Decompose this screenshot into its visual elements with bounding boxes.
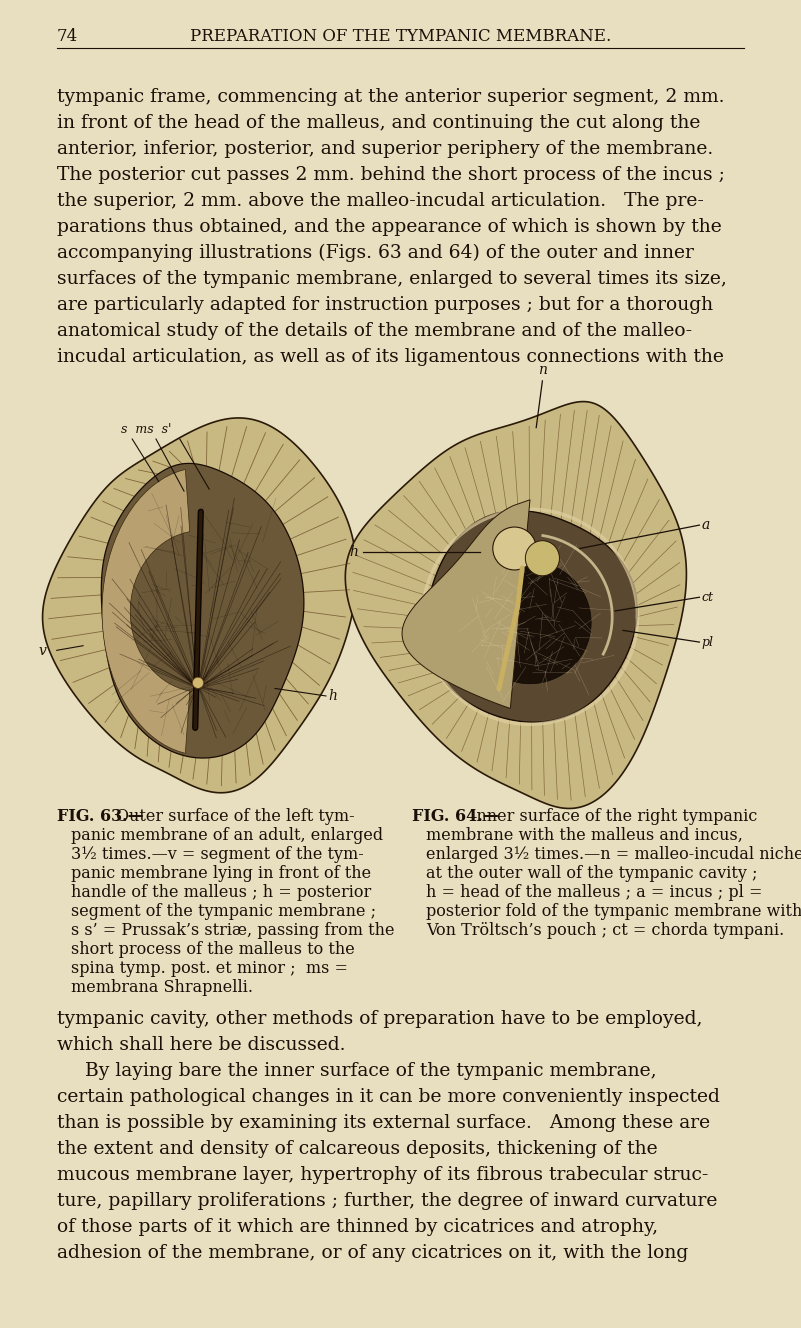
Text: accompanying illustrations (Figs. 63 and 64) of the outer and inner: accompanying illustrations (Figs. 63 and… [57,244,694,262]
Text: spina tymp. post. et minor ;  ms =: spina tymp. post. et minor ; ms = [71,960,348,977]
Text: tympanic cavity, other methods of preparation have to be employed,: tympanic cavity, other methods of prepar… [57,1011,702,1028]
Polygon shape [469,562,591,684]
Text: membrane with the malleus and incus,: membrane with the malleus and incus, [426,827,743,845]
Ellipse shape [525,540,559,576]
Text: PREPARATION OF THE TYMPANIC MEMBRANE.: PREPARATION OF THE TYMPANIC MEMBRANE. [190,28,611,45]
Polygon shape [42,418,356,793]
Text: incudal articulation, as well as of its ligamentous connections with the: incudal articulation, as well as of its … [57,348,724,367]
Text: at the outer wall of the tympanic cavity ;: at the outer wall of the tympanic cavity… [426,865,758,882]
Text: n: n [538,363,547,377]
Text: surfaces of the tympanic membrane, enlarged to several times its size,: surfaces of the tympanic membrane, enlar… [57,270,727,288]
Text: Inner surface of the right tympanic: Inner surface of the right tympanic [470,807,758,825]
Text: s s’ = Prussak’s striæ, passing from the: s s’ = Prussak’s striæ, passing from the [71,922,395,939]
Text: FIG. 64.—: FIG. 64.— [412,807,499,825]
Polygon shape [402,499,530,708]
Text: v: v [39,644,46,657]
Text: a: a [702,518,710,533]
Text: posterior fold of the tympanic membrane with: posterior fold of the tympanic membrane … [426,903,801,920]
Text: adhesion of the membrane, or of any cicatrices on it, with the long: adhesion of the membrane, or of any cica… [57,1244,688,1262]
Text: FIG. 63.—: FIG. 63.— [57,807,143,825]
Text: parations thus obtained, and the appearance of which is shown by the: parations thus obtained, and the appeara… [57,218,722,236]
Text: panic membrane of an adult, enlarged: panic membrane of an adult, enlarged [71,827,383,845]
Text: enlarged 3½ times.—n = malleo-incudal niche: enlarged 3½ times.—n = malleo-incudal ni… [426,846,801,863]
Text: panic membrane lying in front of the: panic membrane lying in front of the [71,865,371,882]
Text: ture, papillary proliferations ; further, the degree of inward curvature: ture, papillary proliferations ; further… [57,1193,718,1210]
Text: ct: ct [702,591,714,604]
Text: segment of the tympanic membrane ;: segment of the tympanic membrane ; [71,903,376,920]
Text: Outer surface of the left tym-: Outer surface of the left tym- [115,807,354,825]
Circle shape [192,677,203,688]
Text: are particularly adapted for instruction purposes ; but for a thorough: are particularly adapted for instruction… [57,296,713,313]
Text: of those parts of it which are thinned by cicatrices and atrophy,: of those parts of it which are thinned b… [57,1218,658,1236]
Text: h: h [350,546,359,559]
Text: in front of the head of the malleus, and continuing the cut along the: in front of the head of the malleus, and… [57,114,700,131]
Text: anterior, inferior, posterior, and superior periphery of the membrane.: anterior, inferior, posterior, and super… [57,139,713,158]
Text: h = head of the malleus ; a = incus ; pl =: h = head of the malleus ; a = incus ; pl… [426,884,763,900]
Text: than is possible by examining its external surface.   Among these are: than is possible by examining its extern… [57,1114,710,1131]
Text: certain pathological changes in it can be more conveniently inspected: certain pathological changes in it can b… [57,1088,720,1106]
Text: tympanic frame, commencing at the anterior superior segment, 2 mm.: tympanic frame, commencing at the anteri… [57,88,724,106]
Text: pl: pl [702,636,714,648]
Text: 3½ times.—v = segment of the tym-: 3½ times.—v = segment of the tym- [71,846,364,863]
Text: which shall here be discussed.: which shall here be discussed. [57,1036,345,1054]
Text: short process of the malleus to the: short process of the malleus to the [71,942,355,957]
Text: the extent and density of calcareous deposits, thickening of the: the extent and density of calcareous dep… [57,1139,658,1158]
Text: s  ms  s': s ms s' [121,424,171,436]
Text: The posterior cut passes 2 mm. behind the short process of the incus ;: The posterior cut passes 2 mm. behind th… [57,166,725,185]
Ellipse shape [493,527,536,570]
Text: anatomical study of the details of the membrane and of the malleo-: anatomical study of the details of the m… [57,321,692,340]
Text: Von Tröltsch’s pouch ; ct = chorda tympani.: Von Tröltsch’s pouch ; ct = chorda tympa… [426,922,784,939]
Text: the superior, 2 mm. above the malleo-incudal articulation.   The pre-: the superior, 2 mm. above the malleo-inc… [57,193,704,210]
Text: handle of the malleus ; h = posterior: handle of the malleus ; h = posterior [71,884,371,900]
Text: h: h [328,689,337,703]
Polygon shape [426,510,638,722]
Text: mucous membrane layer, hypertrophy of its fibrous trabecular struc-: mucous membrane layer, hypertrophy of it… [57,1166,708,1185]
Text: membrana Shrapnelli.: membrana Shrapnelli. [71,979,253,996]
Polygon shape [101,463,304,758]
Text: By laying bare the inner surface of the tympanic membrane,: By laying bare the inner surface of the … [85,1062,657,1080]
Polygon shape [345,401,686,809]
Polygon shape [102,469,190,753]
Text: 74: 74 [57,28,78,45]
